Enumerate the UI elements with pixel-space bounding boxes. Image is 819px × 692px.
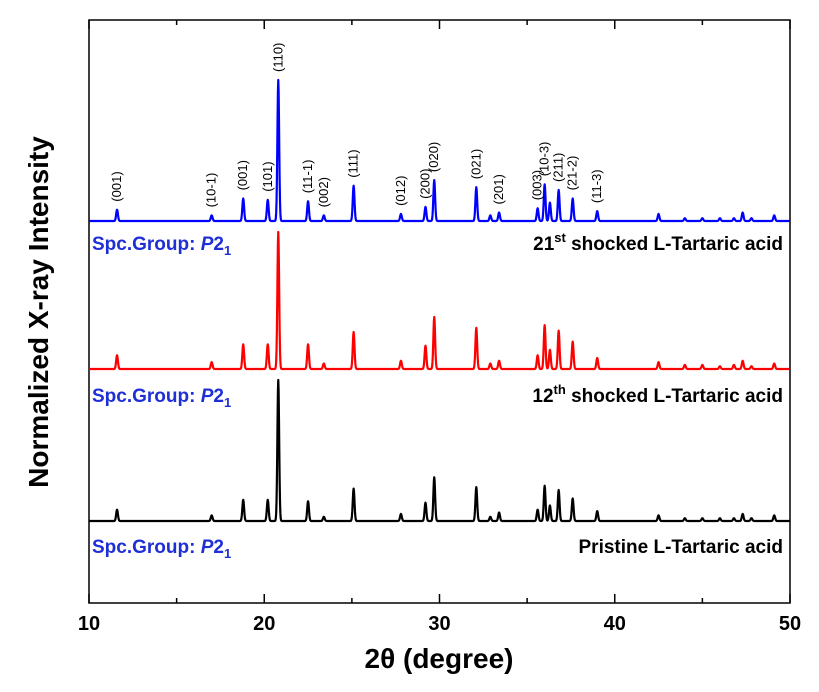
series-labels: Spc.Group: P21 21st shocked L-Tartaric ac… bbox=[92, 230, 783, 561]
space-group-label: Spc.Group: P21 bbox=[92, 234, 231, 258]
peak-index-label: (020) bbox=[426, 142, 441, 172]
peak-index-label: (021) bbox=[468, 149, 483, 179]
space-group-label: Spc.Group: P21 bbox=[92, 537, 231, 561]
x-axis-tick-labels: 10 20 30 40 50 bbox=[78, 613, 801, 635]
peak-index-label: (11-3) bbox=[589, 169, 604, 203]
series-trace bbox=[88, 378, 791, 523]
series-trace bbox=[88, 230, 791, 371]
peak-index-label: (002) bbox=[316, 177, 331, 207]
peak-index-label: (10-1) bbox=[204, 173, 219, 208]
peak-index-label: (201) bbox=[491, 174, 506, 204]
peak-index-label: (110) bbox=[270, 43, 285, 72]
x-tick-label: 50 bbox=[779, 613, 801, 635]
peak-index-label: (111) bbox=[346, 149, 361, 177]
peak-index-label: (11-1) bbox=[300, 160, 315, 194]
x-tick-label: 10 bbox=[78, 613, 100, 635]
peak-index-label: (211) bbox=[551, 153, 566, 182]
peak-index-label: (200) bbox=[418, 169, 433, 199]
series-name-label: 12th shocked L-Tartaric acid bbox=[532, 382, 783, 407]
space-group-label: Spc.Group: P21 bbox=[92, 386, 231, 410]
series-name-label: 21st shocked L-Tartaric acid bbox=[533, 230, 783, 255]
peak-index-label: (001) bbox=[109, 171, 124, 201]
diffraction-traces bbox=[88, 78, 791, 523]
peak-index-label: (012) bbox=[393, 176, 408, 206]
peak-index-label: (21-2) bbox=[565, 156, 580, 191]
x-tick-label: 20 bbox=[253, 613, 275, 635]
peak-index-label: (101) bbox=[260, 161, 275, 191]
series-name-label: Pristine L-Tartaric acid bbox=[579, 537, 784, 558]
peak-index-label: (001) bbox=[235, 160, 250, 190]
plot-frame bbox=[88, 19, 791, 604]
x-axis-title: 2θ (degree) bbox=[365, 643, 514, 674]
peak-index-label: (10-3) bbox=[537, 142, 552, 177]
x-tick-label: 30 bbox=[428, 613, 450, 635]
x-axis-ticks bbox=[88, 20, 791, 603]
y-axis-title: Normalized X-ray Intensity bbox=[23, 136, 54, 488]
peak-index-label: (003) bbox=[530, 170, 545, 200]
series-trace bbox=[88, 78, 791, 223]
peak-index-labels: (001) (10-1) (001) (101) (110) (11-1) (002) (11… bbox=[109, 43, 604, 208]
x-tick-label: 40 bbox=[604, 613, 626, 635]
